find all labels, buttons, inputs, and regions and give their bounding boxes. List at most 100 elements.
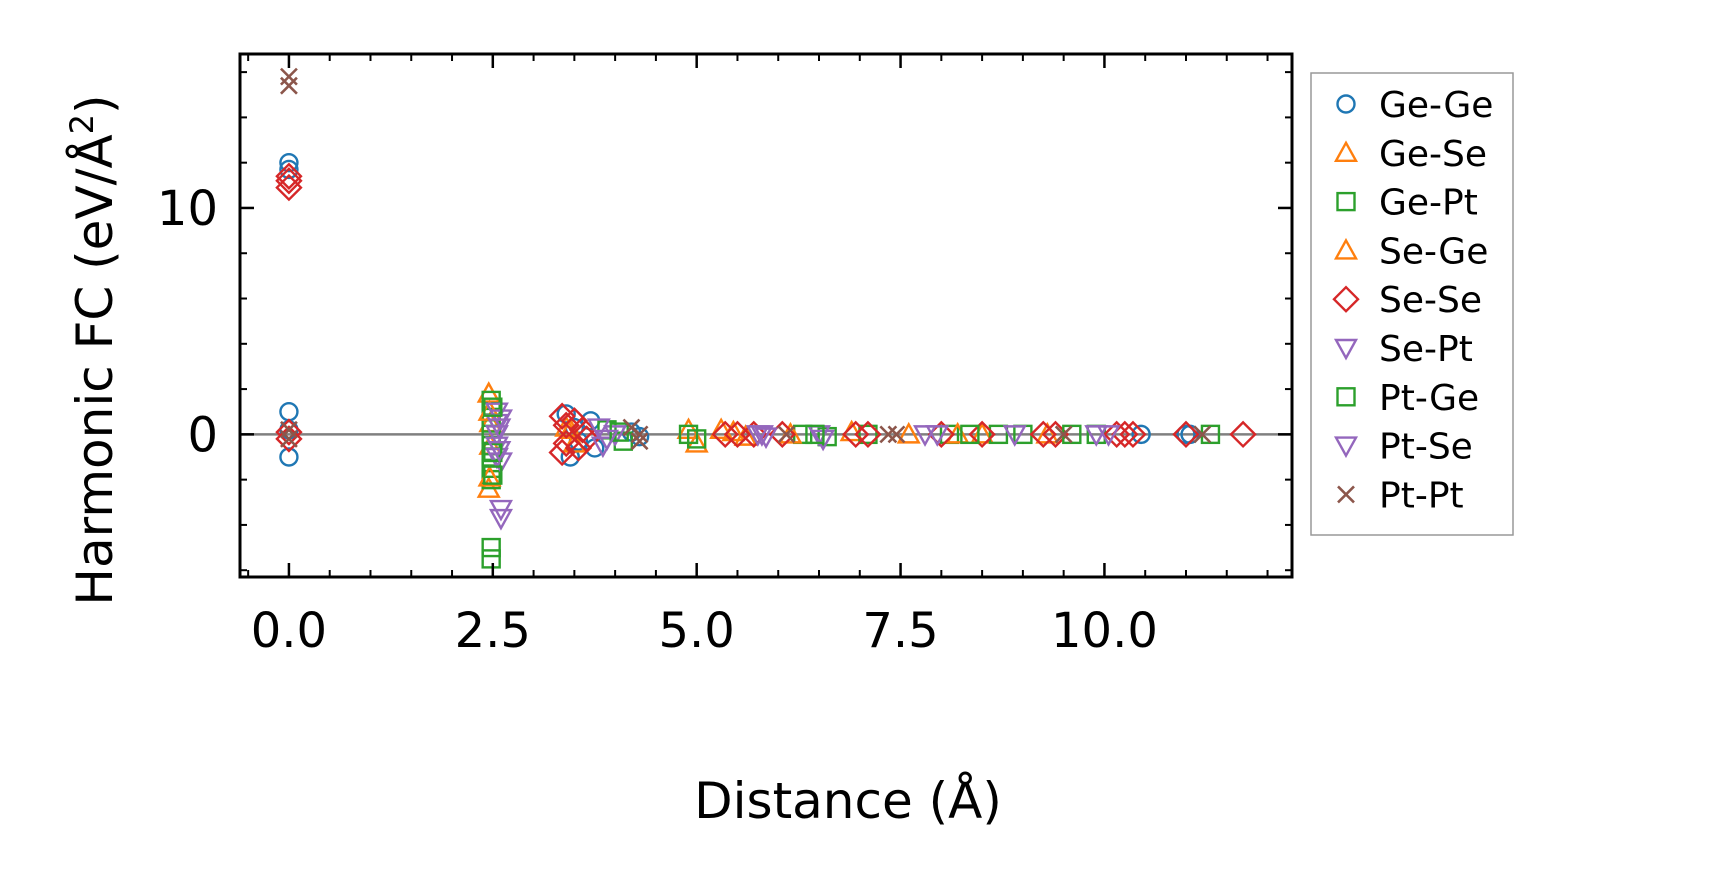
y-axis-label-sup: 2 (63, 114, 101, 134)
data-point (279, 159, 299, 180)
data-point (548, 438, 576, 467)
legend-entry: Ge-Se (1333, 134, 1487, 175)
data-point (858, 424, 878, 445)
x-stroke (887, 425, 906, 444)
data-point (586, 418, 611, 441)
legend-marker (1332, 285, 1360, 313)
series-se-pt (484, 402, 1109, 531)
data-point (275, 162, 303, 190)
legend-marker (1337, 485, 1355, 504)
data-point (968, 420, 996, 449)
data-point (854, 420, 882, 449)
data-point (487, 418, 512, 441)
legend-label: Ge-Se (1379, 134, 1487, 175)
legend-marker (1333, 338, 1359, 361)
legend-marker (1333, 140, 1359, 163)
data-point (805, 424, 825, 445)
series-pt-se (487, 418, 1121, 463)
data-point (568, 416, 597, 444)
data-point (275, 418, 303, 446)
series-ge-pt (481, 390, 1221, 569)
data-point (970, 421, 995, 444)
legend-label: Ge-Ge (1379, 85, 1493, 126)
legend-entry: Se-Pt (1333, 329, 1473, 370)
x-stroke (1337, 485, 1355, 504)
y-tick-label: 0 (187, 407, 218, 463)
x-tick-label: 2.5 (455, 603, 531, 659)
data-point (988, 424, 1009, 445)
y-axis-label-main: Harmonic FC (eV/Å (66, 134, 124, 605)
data-point (749, 425, 774, 447)
data-point (564, 434, 593, 462)
y-axis-label-close: ) (66, 94, 124, 114)
data-point (552, 411, 580, 440)
axes-frame (238, 52, 1294, 579)
data-point (280, 76, 298, 95)
x-tick-label: 7.5 (862, 603, 938, 659)
legend-box (1310, 72, 1514, 536)
data-point (686, 429, 707, 449)
data-point (1002, 425, 1027, 447)
x-tick-label: 5.0 (659, 603, 735, 659)
data-point (275, 173, 303, 202)
x-stroke (280, 76, 298, 95)
legend-entry: Se-Ge (1333, 231, 1488, 272)
legend-label: Ge-Pt (1379, 183, 1478, 224)
data-point (481, 537, 501, 558)
legend-entry: Ge-Ge (1336, 85, 1493, 126)
data-point (275, 425, 303, 453)
data-point (1176, 424, 1196, 445)
legend-label: Se-Ge (1379, 231, 1488, 272)
data-point (483, 397, 503, 417)
data-point (481, 549, 501, 569)
legend-label: Pt-Se (1379, 427, 1473, 468)
data-point (630, 425, 649, 444)
data-point (483, 442, 503, 463)
legend-entry: Pt-Se (1333, 427, 1473, 468)
series-se-se (275, 162, 1257, 467)
legend-marker (1333, 436, 1359, 459)
legend-entry: Pt-Pt (1337, 475, 1464, 516)
plot-frame (238, 52, 1294, 579)
data-point (280, 67, 298, 86)
legend-marker (1336, 387, 1356, 407)
data-point (1229, 420, 1257, 449)
data-point (912, 425, 938, 447)
data-point (1029, 420, 1057, 449)
data-point (1054, 425, 1073, 444)
data-point (777, 425, 796, 444)
legend-entry: Se-Se (1332, 280, 1482, 321)
x-tick-label: 0.0 (251, 603, 327, 659)
x-stroke (879, 425, 898, 444)
x-stroke (1054, 425, 1073, 444)
data-point (487, 441, 512, 463)
x-stroke (280, 429, 298, 448)
data-point (280, 429, 298, 448)
data-point (879, 425, 898, 444)
data-point (887, 425, 906, 444)
data-point (711, 420, 739, 449)
data-point (842, 420, 870, 449)
x-axis-label: Distance (Å) (694, 772, 1002, 830)
data-point (896, 421, 921, 444)
data-point (1172, 420, 1200, 449)
data-point (594, 429, 620, 452)
data-point (279, 152, 299, 173)
data-point (1119, 420, 1147, 449)
data-point (740, 420, 768, 449)
data-point (1193, 425, 1212, 444)
data-points (275, 67, 1257, 569)
legend: Ge-Ge Ge-Se Ge-Pt Se-Ge Se-Se Se-Pt Pt-Ge Pt-Se… (1310, 72, 1514, 536)
data-point (279, 447, 299, 467)
series-ge-ge (279, 152, 1200, 467)
legend-label: Pt-Pt (1379, 475, 1464, 516)
data-point (481, 390, 501, 411)
data-point (279, 402, 299, 422)
legend-label: Se-Se (1379, 280, 1482, 321)
legend-label: Se-Pt (1379, 329, 1473, 370)
data-point (1084, 425, 1109, 447)
data-point (925, 425, 950, 447)
data-point (630, 432, 649, 451)
data-point (1131, 424, 1151, 445)
